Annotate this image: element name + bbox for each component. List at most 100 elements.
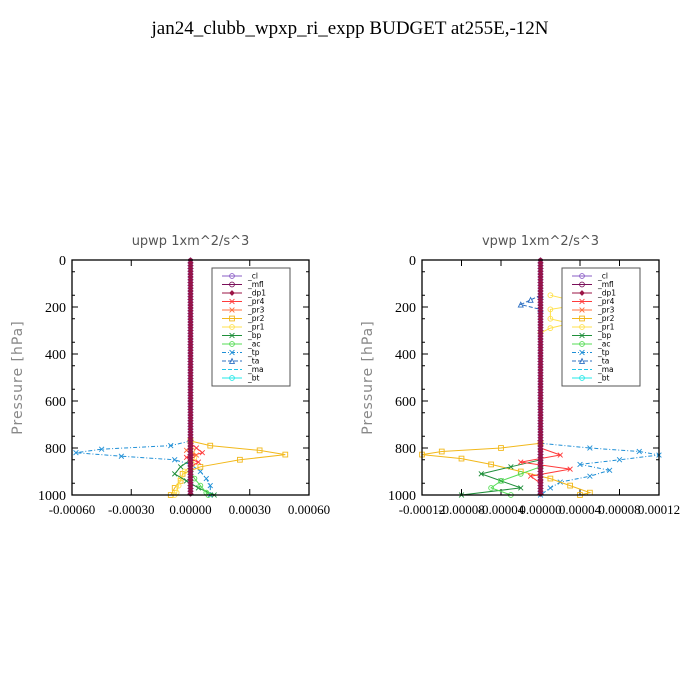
series-point [195,459,202,465]
series-point [458,455,465,462]
series-point [168,442,174,449]
series-point [517,471,524,477]
series-point [197,482,204,489]
legend-entry: _pr4 [572,297,615,306]
series-point [517,301,524,308]
series-point [547,315,554,322]
legend-marker [229,349,235,356]
series-point [547,475,554,482]
x-tick-label: 0.00008 [598,502,640,517]
legend-label: _dp1 [247,289,266,298]
legend-label: _pr4 [247,297,265,306]
legend: _cl_mfl_dp1_pr4_pr3_pr2_pr1_bp_ac_tp_ta_… [561,267,641,387]
series-ac [488,463,544,498]
legend-entry: _dp1 [222,289,266,298]
legend-marker [229,281,235,288]
legend-entry: _bp [222,331,262,340]
x-tick-label: 0.00060 [288,502,330,517]
series-point [557,452,563,458]
series-point [498,478,504,484]
legend-marker [579,349,585,356]
legend-entry: _ac [222,340,260,349]
legend-entry: _cl [222,272,258,281]
legend-marker [578,357,586,364]
series-tp [537,440,662,498]
legend-label: _cl [247,272,258,281]
x-tick-label: -0.00012 [399,502,446,517]
legend-marker [579,290,585,296]
series-point [73,449,79,456]
legend-entry: _mfl [572,280,614,289]
y-tick-label: 800 [45,442,66,457]
series-point [587,473,593,479]
legend-entry: _ta [572,357,609,366]
series-point [237,456,243,463]
series-point [171,457,178,463]
y-tick-label: 400 [45,348,66,363]
y-tick-label: 400 [395,348,416,363]
y-tick-label: 0 [59,254,66,269]
legend-entry: _pr4 [222,297,265,306]
series-point [175,482,182,489]
legend-marker [579,324,585,330]
legend-label: _bt [247,374,260,383]
series-point [177,464,184,470]
legend-marker [229,332,235,339]
series-point [193,445,200,451]
y-tick-label: 600 [45,395,66,410]
series-line [170,440,286,496]
series-point [256,447,263,454]
legend-label: _dp1 [597,289,616,298]
series-point [518,485,524,491]
legend-entry: _cl [572,272,608,281]
series-pr2 [167,438,289,498]
legend-label: _pr2 [597,314,615,323]
legend-entry: _ma [572,365,614,374]
series-point [207,482,213,489]
legend-label: _ta [247,357,259,366]
legend: _cl_mfl_dp1_pr4_pr3_pr2_pr1_bp_ac_tp_ta_… [211,267,291,387]
chart-panel-2: vpwp 1xm^2/s^3 Pressure [hPa] 0 200 400 600 80… [360,234,680,517]
legend-label: _bt [597,374,610,383]
series-point [195,485,202,491]
panel-title: vpwp 1xm^2/s^3 [482,234,599,249]
legend-label: _pr3 [597,306,615,315]
legend-label: _pr1 [597,323,615,332]
x-tick-label: 0.00030 [229,502,271,517]
legend-entry: _pr1 [572,323,615,332]
series-point [488,485,494,491]
legend-marker [579,332,585,339]
series-point [193,452,200,458]
legend-entry: _tp [222,348,260,357]
series-point [636,448,642,455]
series-point [282,451,289,458]
series-point [98,446,105,452]
series-point [547,485,554,491]
legend-marker [579,307,585,313]
legend-label: _bp [247,331,262,340]
series-point [183,454,190,461]
series-point [171,471,178,477]
legend-label: _ma [597,365,614,374]
x-tick-label: -0.00060 [49,502,96,517]
legend-marker [229,341,235,347]
legend-entry: _dp1 [572,289,616,298]
y-tick-label: 1000 [388,489,416,504]
y-tick-label: 200 [45,301,66,316]
legend-label: _pr4 [597,297,615,306]
y-tick-label: 1000 [38,489,66,504]
legend-label: _ma [247,365,264,374]
x-tick-label: 0.00000 [519,502,561,517]
y-axis-label: Pressure [hPa] [10,320,26,434]
series-point [498,445,504,451]
legend-marker [579,375,585,381]
x-tick-label: -0.00008 [438,502,485,517]
series-line [519,294,541,310]
series-point [181,468,188,475]
panel-title: upwp 1xm^2/s^3 [132,234,250,249]
legend-marker [229,324,235,330]
legend-label: _pr2 [247,314,265,323]
plot-frame [71,259,310,496]
series-point [478,471,484,477]
